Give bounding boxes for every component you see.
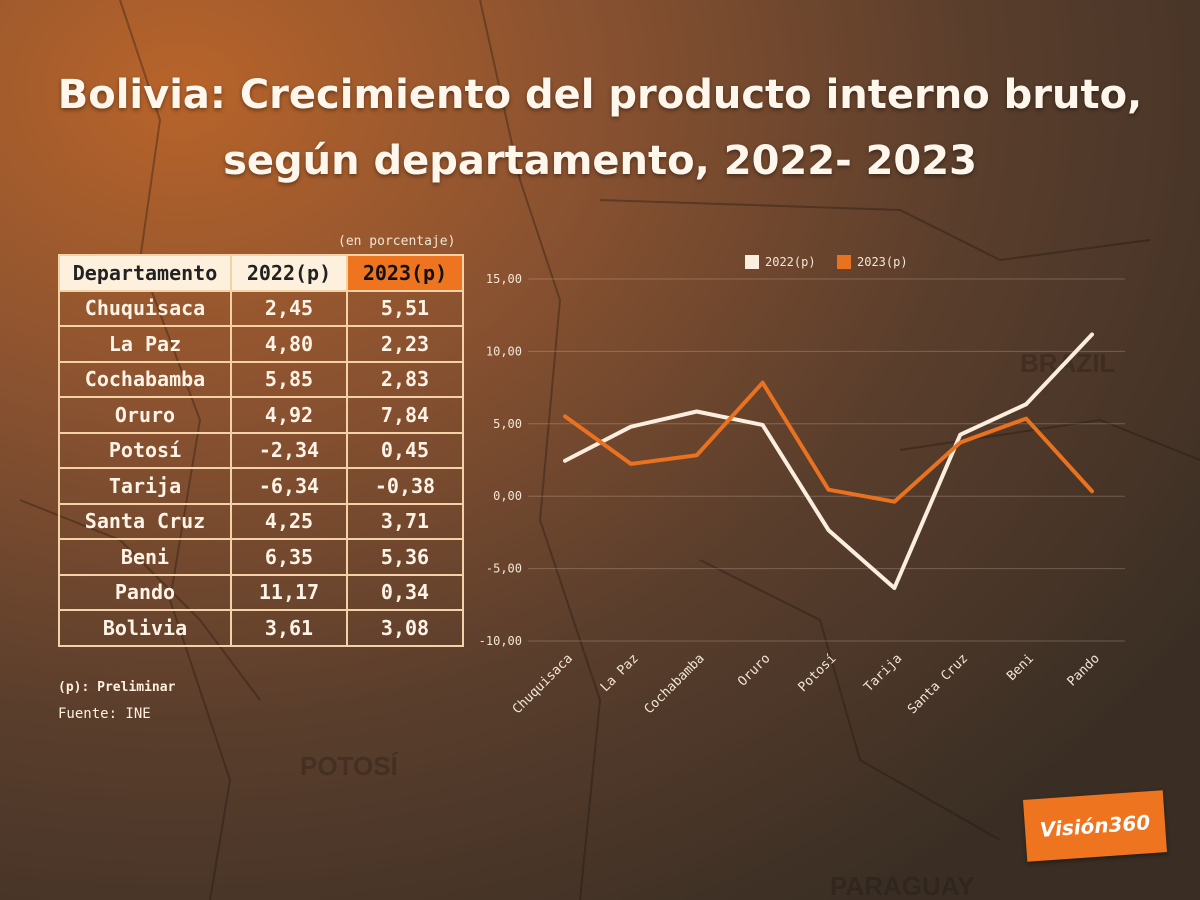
table-row: Bolivia 3,61 3,08 <box>58 609 464 647</box>
table-cell: 6,35 <box>230 538 348 576</box>
table-row: Oruro 4,92 7,84 <box>58 396 464 434</box>
logo-text: Visión360 <box>1039 810 1151 842</box>
y-tick-label: 5,00 <box>493 417 522 431</box>
data-point <box>630 463 632 465</box>
x-tick-label: Cochabamba <box>642 651 708 717</box>
table-header: Departamento <box>58 254 232 292</box>
data-point <box>762 382 764 384</box>
data-point <box>696 410 698 412</box>
table-cell: 2,45 <box>230 289 348 327</box>
table-row: Santa Cruz 4,25 3,71 <box>58 502 464 540</box>
table-row: La Paz 4,80 2,23 <box>58 325 464 363</box>
series-line-2023 <box>563 380 1094 504</box>
data-point <box>959 441 961 443</box>
chart-title-line-1: Bolivia: Crecimiento del producto intern… <box>57 72 1143 118</box>
footnote: (p): Preliminar <box>58 680 176 695</box>
data-point <box>828 489 829 491</box>
table-cell: 2,83 <box>346 360 464 398</box>
data-point <box>828 529 829 531</box>
table-cell: 5,51 <box>346 289 464 327</box>
table-row: Beni 6,35 5,36 <box>58 538 464 576</box>
table-cell: 4,25 <box>230 502 348 540</box>
chart-title-line-2: según departamento, 2022- 2023 <box>223 138 977 184</box>
table-row: Tarija -6,34 -0,38 <box>58 467 464 505</box>
data-point <box>893 501 895 503</box>
table-cell: Oruro <box>58 396 232 434</box>
x-tick-label: Chuquisaca <box>510 651 576 717</box>
y-tick-label: 0,00 <box>493 489 522 503</box>
table-cell: Bolivia <box>58 609 232 647</box>
table-header-highlight: 2023(p) <box>346 254 464 292</box>
data-point <box>564 415 566 417</box>
table-cell: La Paz <box>58 325 232 363</box>
x-tick-label: Oruro <box>735 651 773 689</box>
table-cell: 5,85 <box>230 360 348 398</box>
table-cell: -0,38 <box>346 467 464 505</box>
y-tick-label: 10,00 <box>486 344 522 358</box>
data-point <box>959 434 961 436</box>
legend-swatch <box>837 255 851 269</box>
table-cell: 0,45 <box>346 431 464 469</box>
table-header-row: Departamento 2022(p) 2023(p) <box>58 254 464 292</box>
unit-note: (en porcentaje) <box>338 234 456 249</box>
data-point <box>1025 418 1027 420</box>
table-row: Chuquisaca 2,45 5,51 <box>58 289 464 327</box>
data-point <box>564 460 566 462</box>
data-point <box>1091 333 1093 335</box>
table-cell: Pando <box>58 573 232 611</box>
table-cell: 3,61 <box>230 609 348 647</box>
table-row: Pando 11,17 0,34 <box>58 573 464 611</box>
table-cell: 3,08 <box>346 609 464 647</box>
table-cell: Cochabamba <box>58 360 232 398</box>
table-cell: 4,92 <box>230 396 348 434</box>
data-point <box>696 454 698 456</box>
table-cell: 0,34 <box>346 573 464 611</box>
table-cell: Potosí <box>58 431 232 469</box>
table-cell: Tarija <box>58 467 232 505</box>
data-point <box>762 424 764 426</box>
y-tick-label: 15,00 <box>486 272 522 286</box>
y-tick-label: -5,00 <box>486 562 522 576</box>
y-tick-label: -10,00 <box>479 634 522 648</box>
svg-text:PARAGUAY: PARAGUAY <box>830 871 974 900</box>
table-cell: -2,34 <box>230 431 348 469</box>
table-row: Cochabamba 5,85 2,83 <box>58 360 464 398</box>
x-tick-label: Tarija <box>861 651 905 695</box>
x-tick-label: Beni <box>1004 651 1037 684</box>
x-tick-label: Pando <box>1065 651 1103 689</box>
legend-swatch <box>745 255 759 269</box>
vision360-logo: Visión360 <box>1023 790 1167 862</box>
table-cell: Chuquisaca <box>58 289 232 327</box>
source-note: Fuente: INE <box>58 706 151 722</box>
table-cell: Santa Cruz <box>58 502 232 540</box>
legend-label: 2023(p) <box>857 255 908 269</box>
table-cell: 3,71 <box>346 502 464 540</box>
svg-text:POTOSÍ: POTOSÍ <box>300 751 399 781</box>
table-cell: 11,17 <box>230 573 348 611</box>
table-cell: 5,36 <box>346 538 464 576</box>
data-point <box>1025 403 1027 405</box>
table-cell: 7,84 <box>346 396 464 434</box>
line-chart: 15,00 10,00 5,00 0,00 -5,00 -10,00 Chuquisaca L… <box>479 255 1125 717</box>
x-tick-label: Santa Cruz <box>905 651 971 717</box>
data-table: Departamento 2022(p) 2023(p) Chuquisaca 2… <box>58 254 464 647</box>
table-cell: -6,34 <box>230 467 348 505</box>
table-cell: Beni <box>58 538 232 576</box>
x-tick-label: Potosí <box>796 651 840 695</box>
table-cell: 2,23 <box>346 325 464 363</box>
data-point <box>630 426 632 428</box>
table-header: 2022(p) <box>230 254 348 292</box>
data-point <box>893 587 895 589</box>
table-cell: 4,80 <box>230 325 348 363</box>
table-row: Potosí -2,34 0,45 <box>58 431 464 469</box>
x-tick-label: La Paz <box>598 651 642 695</box>
legend-label: 2022(p) <box>765 255 816 269</box>
data-point <box>1091 490 1093 492</box>
